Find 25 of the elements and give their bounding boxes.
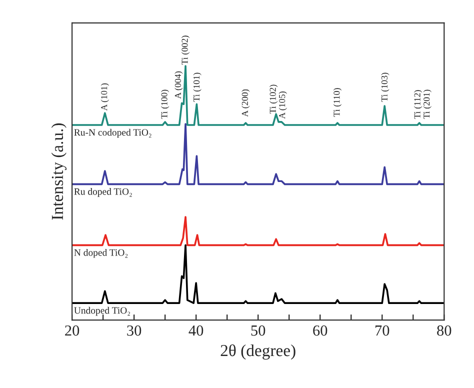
annotation: A (004) — [174, 71, 183, 99]
series-label: Undoped TiO₂ — [74, 306, 130, 316]
x-tick-label: 80 — [437, 325, 452, 336]
series-label: Ru doped TiO₂ — [74, 188, 132, 197]
x-tick-label: 40 — [188, 325, 204, 336]
annotation: A (200) — [242, 89, 250, 117]
x-axis-title: 2θ (degree) — [220, 344, 296, 360]
y-axis-title: Intensity (a.u.) — [51, 123, 66, 220]
series-label: N doped TiO₂ — [74, 248, 128, 258]
x-tick-label: 20 — [65, 325, 80, 336]
annotation: Ti (110) — [333, 88, 342, 117]
annotation: Ti (112) — [414, 90, 422, 119]
annotation: Ti (201) — [423, 90, 432, 119]
annotation: A (101) — [100, 83, 110, 111]
series-label: Ru-N codoped TiO₂ — [74, 128, 152, 138]
x-tick-label: 60 — [313, 325, 328, 336]
annotation: Ti (002) — [181, 36, 190, 65]
annotation: Ti (101) — [193, 72, 202, 102]
x-tick-label: 70 — [375, 325, 390, 336]
annotation: Ti (100) — [160, 90, 170, 119]
annotation: Ti (102) — [270, 84, 278, 114]
x-tick-label: 30 — [127, 325, 142, 336]
annotation: A (105) — [278, 91, 287, 119]
annotation: Ti (103) — [381, 72, 390, 102]
x-tick-label: 50 — [251, 325, 266, 336]
